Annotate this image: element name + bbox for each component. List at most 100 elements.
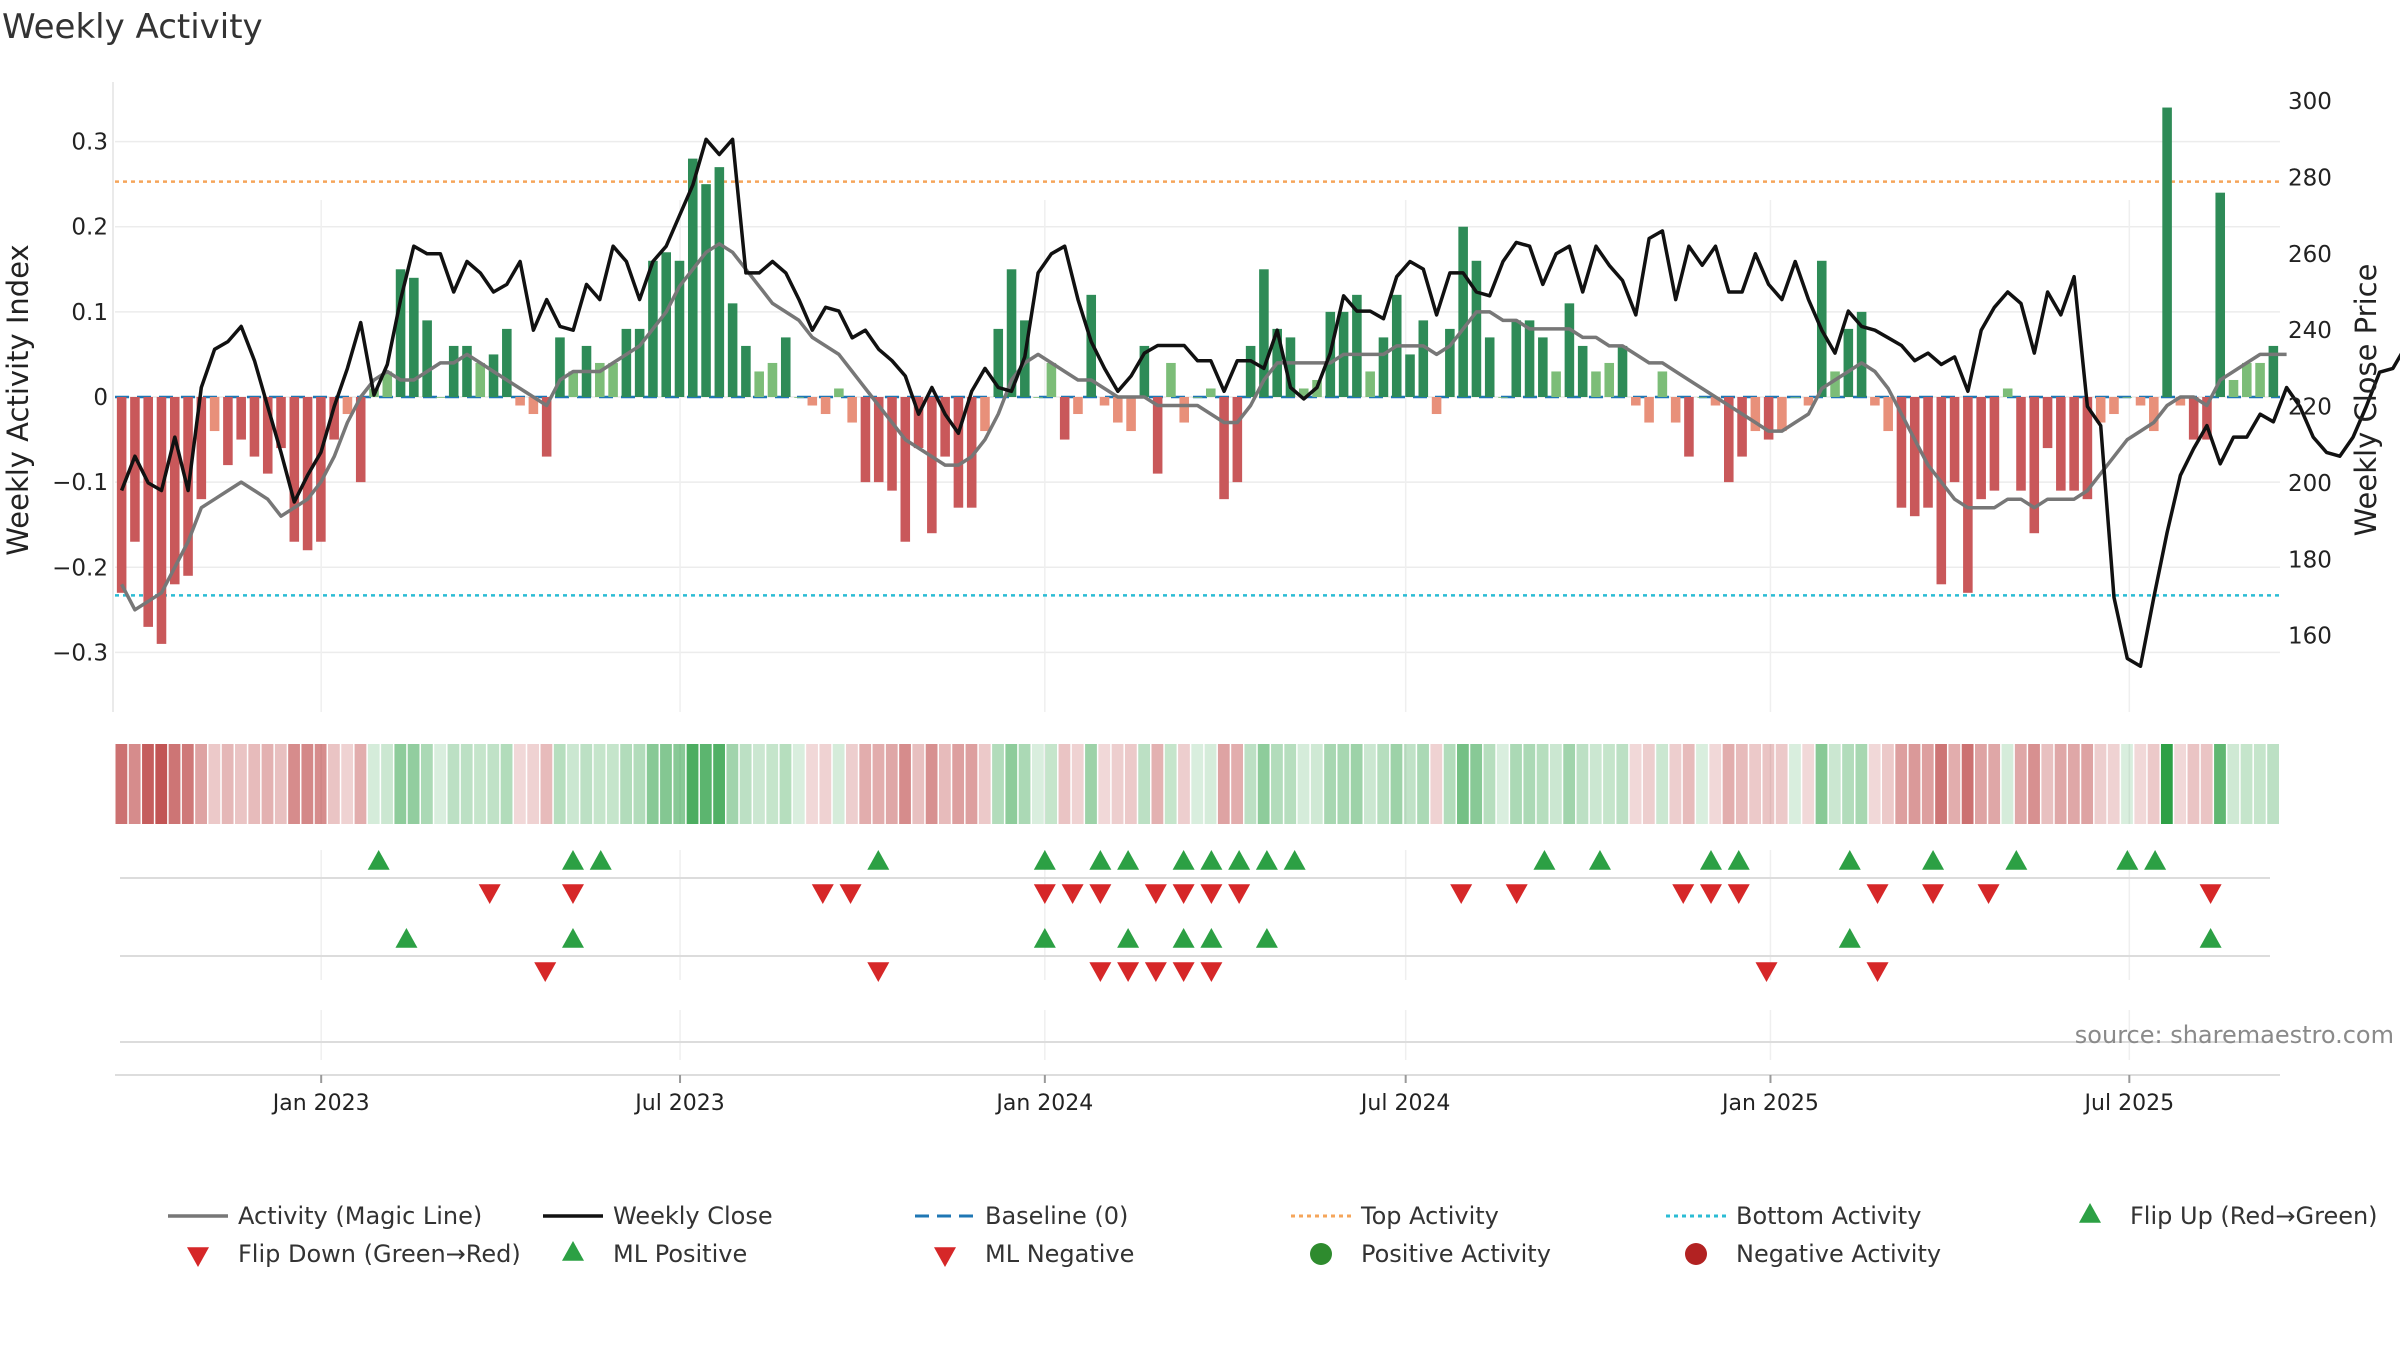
y-left-tick-4: 0.1 <box>71 300 108 326</box>
x-tick-label-2: Jan 2024 <box>994 1091 1093 1116</box>
heat-cell <box>792 744 805 824</box>
activity-bar <box>794 397 804 398</box>
chart-title: Weekly Activity <box>2 7 263 47</box>
activity-bar <box>1498 397 1508 398</box>
heat-cell <box>2001 744 2014 824</box>
heat-cell <box>660 744 672 824</box>
legend-swatch <box>562 1241 584 1261</box>
heat-cell <box>1337 744 1350 824</box>
heat-cell <box>1111 744 1124 824</box>
activity-bar <box>249 397 260 457</box>
activity-bar <box>661 252 671 397</box>
activity-bar <box>1445 328 1455 397</box>
grid <box>112 82 2280 1060</box>
activity-bar <box>515 397 525 406</box>
y-left-tick-0: −0.3 <box>52 640 108 666</box>
heat-cell <box>2174 744 2187 824</box>
heat-cell <box>1257 744 1270 824</box>
heat-cell <box>1138 744 1151 824</box>
legend-label: Flip Up (Red→Green) <box>2130 1202 2378 1230</box>
activity-bar <box>860 397 871 483</box>
activity-bar <box>847 397 857 423</box>
activity-bar <box>156 397 167 644</box>
heat-cell <box>407 744 420 824</box>
heat-cell <box>1310 744 1323 824</box>
activity-bar <box>980 397 990 432</box>
heat-cell <box>288 744 300 824</box>
flip-down-marker <box>811 884 834 904</box>
flip-down-marker <box>1727 884 1750 904</box>
heat-cell <box>1005 744 1018 824</box>
heat-cell <box>2094 744 2107 824</box>
heat-cell <box>2014 744 2027 824</box>
heat-cell <box>938 744 951 824</box>
heat-cell <box>1124 744 1137 824</box>
x-tick-label-1: Jul 2023 <box>633 1091 725 1116</box>
legend-label: Bottom Activity <box>1736 1202 1921 1230</box>
activity-bar <box>2029 397 2040 534</box>
heat-cell <box>1297 744 1310 824</box>
activity-bar <box>541 397 552 457</box>
activity-bar <box>2016 397 2026 491</box>
flip-up-marker <box>1727 850 1750 870</box>
flip-up-marker <box>1172 850 1195 870</box>
heat-cell <box>248 744 261 824</box>
y-axis-right-label: Weekly Close Price <box>2349 264 2383 537</box>
ml-negative-marker <box>1755 962 1778 982</box>
ml-negative-marker <box>867 962 890 982</box>
flip-up-marker <box>1588 850 1611 870</box>
activity-bar <box>422 320 432 397</box>
legend-item-9: Positive Activity <box>1310 1240 1551 1268</box>
activity-bar <box>1777 397 1787 432</box>
activity-bar <box>1431 397 1442 415</box>
activity-bar <box>2149 397 2159 432</box>
activity-bar <box>1126 397 1136 432</box>
activity-bar <box>1896 397 1907 508</box>
activity-bar <box>262 397 273 474</box>
activity-bar <box>2122 397 2133 398</box>
activity-bar <box>528 397 539 415</box>
activity-bar <box>1285 337 1296 397</box>
heat-cell <box>1948 744 1961 824</box>
heat-cell <box>341 744 354 824</box>
activity-bar <box>1763 397 1774 440</box>
activity-bar <box>900 397 911 542</box>
heat-cell <box>1164 744 1177 824</box>
heat-cell <box>1045 744 1058 824</box>
flip-down-marker <box>1977 884 2000 904</box>
legend-swatch <box>934 1247 956 1267</box>
ml-negative-marker <box>1866 962 1889 982</box>
legend-label: ML Negative <box>985 1240 1134 1268</box>
heat-cell <box>1483 744 1496 824</box>
activity-bar <box>940 397 950 457</box>
heat-cell <box>1895 744 1908 824</box>
y-right-tick-2: 200 <box>2288 471 2332 497</box>
legend-label: ML Positive <box>613 1240 747 1268</box>
heat-cell <box>1576 744 1589 824</box>
heat-cell <box>713 744 725 824</box>
activity-bar <box>873 397 884 483</box>
signal-strips <box>120 850 2270 1043</box>
flip-up-marker <box>561 850 584 870</box>
flip-down-marker <box>839 884 862 904</box>
heat-cell <box>1961 744 1974 824</box>
heat-cell <box>1058 744 1071 824</box>
heat-cell <box>314 744 327 824</box>
legend-item-1: Weekly Close <box>543 1202 773 1230</box>
activity-bar <box>1352 294 1362 397</box>
heat-cell <box>1656 744 1669 824</box>
heat-cell <box>2054 744 2067 824</box>
flip-down-marker <box>1061 884 1084 904</box>
activity-bar <box>634 328 645 397</box>
heat-cell <box>2200 744 2213 824</box>
flip-down-marker <box>1144 884 1167 904</box>
activity-bar <box>1484 337 1495 397</box>
activity-bar <box>342 397 353 415</box>
activity-bar <box>475 362 486 397</box>
heat-cell <box>1018 744 1031 824</box>
heat-cell <box>274 744 287 824</box>
heat-cell <box>1882 744 1894 824</box>
heat-cell <box>540 744 553 824</box>
heat-cell <box>593 744 606 824</box>
heat-cell <box>181 744 194 824</box>
